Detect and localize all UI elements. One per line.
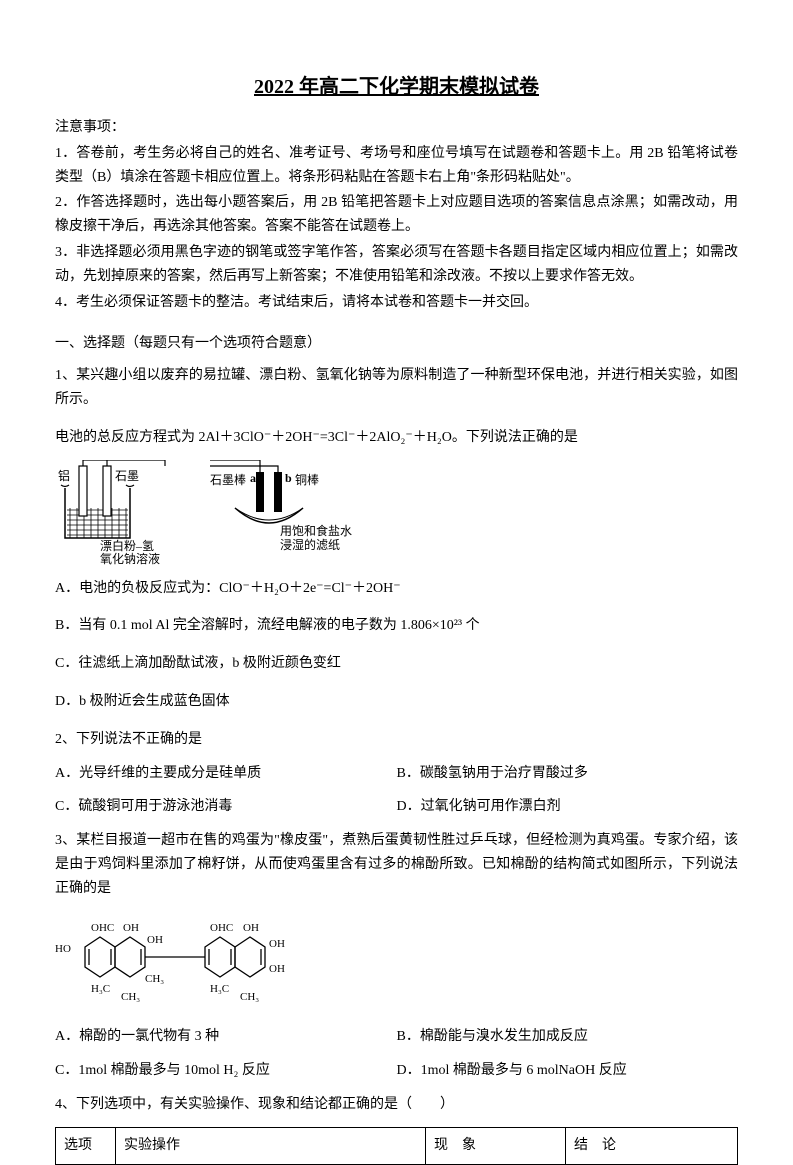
svg-text:OHC: OHC xyxy=(210,922,233,934)
q1-stem: 1、某兴趣小组以废弃的易拉罐、漂白粉、氢氧化钠等为原料制造了一种新型环保电池，并… xyxy=(55,364,738,412)
svg-text:OHC: OHC xyxy=(91,922,114,934)
label-al: 铝 xyxy=(58,468,70,483)
notice-item-1: 1．答卷前，考生务必将自己的姓名、准考证号、考场号和座位号填写在试题卷和答题卡上… xyxy=(55,142,738,190)
notice-item-2: 2．作答选择题时，选出每小题答案后，用 2B 铅笔把答题卡上对应题目选项的答案信… xyxy=(55,191,738,239)
q1-diagram-left: 铝 石墨 漂白粉–氢 氧化钠溶液 xyxy=(55,460,185,565)
page-title: 2022 年高二下化学期末模拟试卷 xyxy=(55,70,738,104)
q1-diagram-right: 石墨棒 a b 铜棒 用饱和食盐水 浸湿的滤纸 xyxy=(210,460,360,565)
q3-option-a: A．棉酚的一氯代物有 3 种 xyxy=(55,1025,397,1049)
label-graphite-rod: 石墨棒 xyxy=(210,473,246,487)
label-paper1: 用饱和食盐水 xyxy=(280,523,352,538)
notice-item-3: 3．非选择题必须用黑色字迹的钢笔或签字笔作答，答案必须写在答题卡各题目指定区域内… xyxy=(55,241,738,289)
label-sol1: 漂白粉–氢 xyxy=(100,538,154,553)
q1-equation: 电池的总反应方程式为 2Al＋3ClO⁻＋2OH⁻=3Cl⁻＋2AlO₂⁻＋H₂… xyxy=(55,426,738,450)
svg-text:OH: OH xyxy=(269,963,285,975)
svg-text:CH₃: CH₃ xyxy=(145,973,164,985)
q2-row-1: A．光导纤维的主要成分是硅单质 B．碳酸氢钠用于治疗胃酸过多 xyxy=(55,762,738,786)
q4-table: 选项 实验操作 现 象 结 论 xyxy=(55,1127,738,1165)
label-graphite: 石墨 xyxy=(115,469,139,483)
svg-text:OH: OH xyxy=(123,922,139,934)
q1-option-a: A．电池的负极反应式为：ClO⁻＋H₂O＋2e⁻=Cl⁻＋2OH⁻ xyxy=(55,577,738,601)
svg-text:CH₃: CH₃ xyxy=(240,991,259,1003)
svg-text:OH: OH xyxy=(243,922,259,934)
svg-text:H₃C: H₃C xyxy=(91,983,110,995)
q4-th-3: 结 论 xyxy=(566,1127,738,1164)
label-b: b xyxy=(285,471,292,485)
q1-diagram-row: 铝 石墨 漂白粉–氢 氧化钠溶液 石墨棒 a b 铜棒 用饱和食盐水 浸湿的滤纸 xyxy=(55,460,738,565)
table-row: 选项 实验操作 现 象 结 论 xyxy=(56,1127,738,1164)
q2-row-2: C．硫酸铜可用于游泳池消毒 D．过氧化钠可用作漂白剂 xyxy=(55,795,738,819)
section-1-heading: 一、选择题（每题只有一个选项符合题意） xyxy=(55,332,738,356)
q1-option-c: C．往滤纸上滴加酚酞试液，b 极附近颜色变红 xyxy=(55,652,738,676)
notice-heading: 注意事项： xyxy=(55,116,738,140)
q2-option-c: C．硫酸铜可用于游泳池消毒 xyxy=(55,795,397,819)
q4-th-1: 实验操作 xyxy=(116,1127,426,1164)
label-a: a xyxy=(250,471,256,485)
q2-stem: 2、下列说法不正确的是 xyxy=(55,728,738,752)
label-sol2: 氧化钠溶液 xyxy=(100,551,160,565)
q2-option-a: A．光导纤维的主要成分是硅单质 xyxy=(55,762,397,786)
q2-option-b: B．碳酸氢钠用于治疗胃酸过多 xyxy=(397,762,739,786)
q2-option-d: D．过氧化钠可用作漂白剂 xyxy=(397,795,739,819)
q4-th-2: 现 象 xyxy=(426,1127,566,1164)
q3-row-1: A．棉酚的一氯代物有 3 种 B．棉酚能与溴水发生加成反应 xyxy=(55,1025,738,1049)
svg-text:HO: HO xyxy=(55,943,71,955)
label-copper: 铜棒 xyxy=(295,472,319,487)
q1-option-d: D．b 极附近会生成蓝色固体 xyxy=(55,690,738,714)
q3-option-d: D．1mol 棉酚最多与 6 molNaOH 反应 xyxy=(397,1059,739,1083)
q4-th-0: 选项 xyxy=(56,1127,116,1164)
svg-text:OH: OH xyxy=(269,938,285,950)
q3-option-c: C．1mol 棉酚最多与 10mol H₂ 反应 xyxy=(55,1059,397,1083)
q3-option-b: B．棉酚能与溴水发生加成反应 xyxy=(397,1025,739,1049)
q3-structure: HO OHC OH OH H₃C CH₃ CH₃ OHC OH OH OH H₃… xyxy=(55,917,315,1007)
q4-stem: 4、下列选项中，有关实验操作、现象和结论都正确的是（ ） xyxy=(55,1093,738,1117)
q1-option-b: B．当有 0.1 mol Al 完全溶解时，流经电解液的电子数为 1.806×1… xyxy=(55,614,738,638)
q3-row-2: C．1mol 棉酚最多与 10mol H₂ 反应 D．1mol 棉酚最多与 6 … xyxy=(55,1059,738,1083)
svg-text:OH: OH xyxy=(147,934,163,946)
svg-text:H₃C: H₃C xyxy=(210,983,229,995)
beaker-diagram: 铝 石墨 漂白粉–氢 氧化钠溶液 xyxy=(55,460,185,565)
q3-stem: 3、某栏目报道一超市在售的鸡蛋为"橡皮蛋"，煮熟后蛋黄韧性胜过乒乓球，但经检测为… xyxy=(55,829,738,900)
filter-diagram: 石墨棒 a b 铜棒 用饱和食盐水 浸湿的滤纸 xyxy=(210,460,360,565)
label-paper2: 浸湿的滤纸 xyxy=(280,537,340,552)
notice-item-4: 4．考生必须保证答题卡的整洁。考试结束后，请将本试卷和答题卡一并交回。 xyxy=(55,291,738,315)
svg-text:CH₃: CH₃ xyxy=(121,991,140,1003)
